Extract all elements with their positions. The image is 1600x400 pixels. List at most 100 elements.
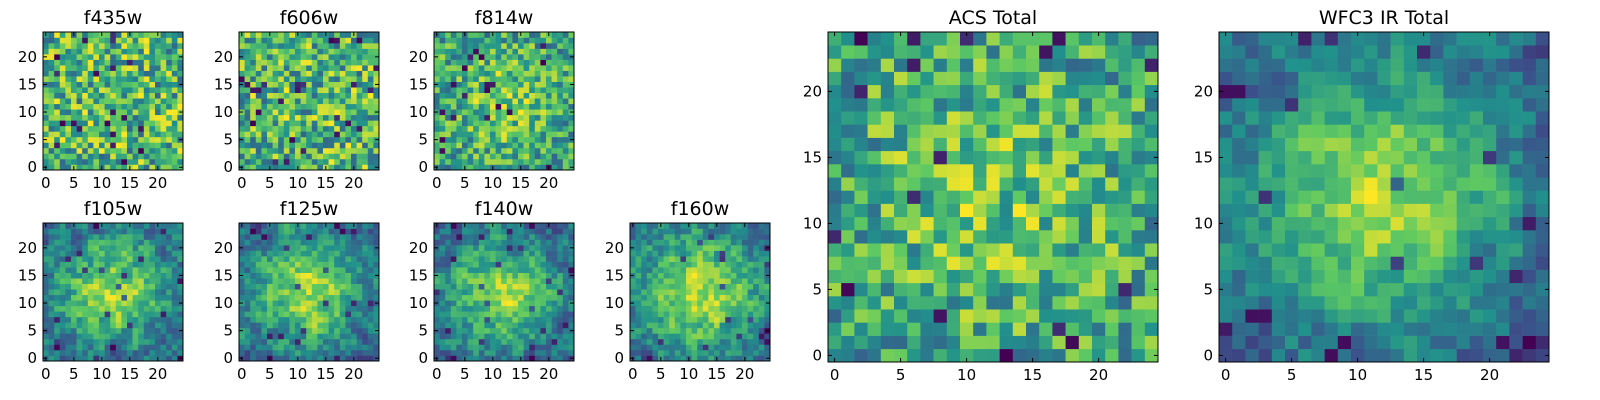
heatmap-cell: [568, 153, 575, 160]
heatmap-cell: [658, 338, 664, 345]
heatmap-cell: [529, 311, 536, 318]
heatmap-cell: [708, 311, 715, 318]
heatmap-cell: [714, 289, 720, 296]
heatmap-cell: [523, 344, 530, 351]
heatmap-cell: [166, 327, 173, 334]
heatmap-cell: [1118, 190, 1132, 204]
heatmap-cell: [166, 338, 173, 345]
heatmap-cell: [149, 250, 156, 257]
heatmap-cell: [747, 322, 754, 329]
heatmap-cell: [71, 109, 77, 116]
heatmap-cell: [59, 54, 66, 60]
heatmap-cell: [764, 261, 771, 268]
heatmap-cell: [490, 142, 496, 149]
heatmap-cell: [115, 114, 122, 121]
heatmap-cell: [439, 125, 446, 132]
heatmap-cell: [1131, 309, 1146, 323]
heatmap-cell: [518, 267, 524, 273]
heatmap-cell: [841, 348, 855, 363]
heatmap-cell: [562, 305, 569, 312]
heatmap-cell: [166, 43, 173, 49]
heatmap-cell: [149, 261, 156, 268]
heatmap-cell: [93, 344, 100, 351]
heatmap-cell: [328, 158, 335, 165]
heatmap-cell: [680, 289, 687, 296]
heatmap-cell: [311, 245, 318, 251]
heatmap-cell: [149, 136, 156, 143]
heatmap-cell: [484, 267, 491, 273]
heatmap-cell: [495, 109, 502, 116]
heatmap-cell: [462, 131, 468, 138]
heatmap-cell: [328, 120, 335, 127]
heatmap-cell: [345, 316, 352, 323]
y-tick-label: 0: [27, 158, 37, 176]
heatmap-cell: [540, 142, 547, 149]
heatmap-cell: [867, 243, 882, 257]
heatmap-cell: [523, 136, 530, 143]
heatmap-cell: [501, 153, 508, 160]
heatmap-cell: [894, 348, 908, 363]
heatmap-cell: [149, 333, 156, 340]
heatmap-cell: [512, 59, 519, 66]
heatmap-cell: [345, 261, 352, 268]
heatmap-cell: [48, 70, 55, 77]
heatmap-cell: [76, 65, 83, 71]
heatmap-cell: [289, 239, 296, 246]
heatmap-cell: [300, 147, 307, 154]
heatmap-cell: [714, 228, 720, 235]
heatmap-cell: [467, 245, 474, 251]
heatmap-cell: [725, 267, 732, 273]
heatmap-cell: [714, 327, 720, 334]
heatmap-cell: [529, 32, 536, 38]
heatmap-cell: [54, 92, 61, 99]
heatmap-cell: [138, 338, 145, 345]
heatmap-cell: [295, 338, 301, 345]
heatmap-cell: [283, 81, 290, 88]
heatmap-cell: [484, 114, 491, 121]
heatmap-cell: [907, 309, 921, 323]
heatmap-cell: [323, 245, 329, 251]
heatmap-cell: [635, 294, 642, 301]
heatmap-cell: [1092, 309, 1106, 323]
heatmap-cell: [121, 283, 128, 290]
heatmap-cell: [501, 327, 508, 334]
heatmap-cell: [87, 300, 94, 307]
heatmap-cell: [518, 158, 524, 165]
heatmap-cell: [334, 239, 341, 246]
heatmap-cell: [373, 294, 380, 301]
heatmap-cell: [529, 349, 536, 356]
heatmap-cell: [920, 230, 934, 244]
heatmap-cell: [669, 338, 676, 345]
heatmap-cell: [747, 300, 754, 307]
heatmap-cell: [518, 54, 524, 60]
heatmap-cell: [518, 147, 524, 154]
heatmap-cell: [920, 243, 934, 257]
heatmap-cell: [484, 305, 491, 312]
heatmap-cell: [562, 311, 569, 318]
heatmap-cell: [272, 300, 279, 307]
heatmap-cell: [278, 81, 285, 88]
heatmap-cell: [529, 316, 536, 323]
heatmap-cell: [1118, 243, 1132, 257]
heatmap-cell: [708, 349, 715, 356]
heatmap-cell: [1092, 296, 1106, 310]
heatmap-cell: [43, 142, 49, 149]
heatmap-cell: [828, 216, 842, 231]
heatmap-cell: [635, 267, 642, 273]
heatmap-cell: [43, 239, 49, 246]
heatmap-cell: [635, 278, 642, 285]
heatmap-cell: [289, 223, 296, 229]
heatmap-cell: [267, 294, 273, 301]
heatmap-cell: [1105, 296, 1119, 310]
heatmap-cell: [551, 349, 558, 356]
heatmap-cell: [99, 131, 105, 138]
heatmap-cell: [484, 103, 491, 110]
heatmap-cell: [132, 81, 139, 88]
heatmap-cell: [104, 344, 111, 351]
heatmap-cell: [658, 333, 664, 340]
heatmap-cell: [714, 245, 720, 251]
heatmap-cell: [87, 131, 94, 138]
heatmap-cell: [71, 136, 77, 143]
heatmap-cell: [127, 283, 133, 290]
heatmap-cell: [557, 278, 564, 285]
